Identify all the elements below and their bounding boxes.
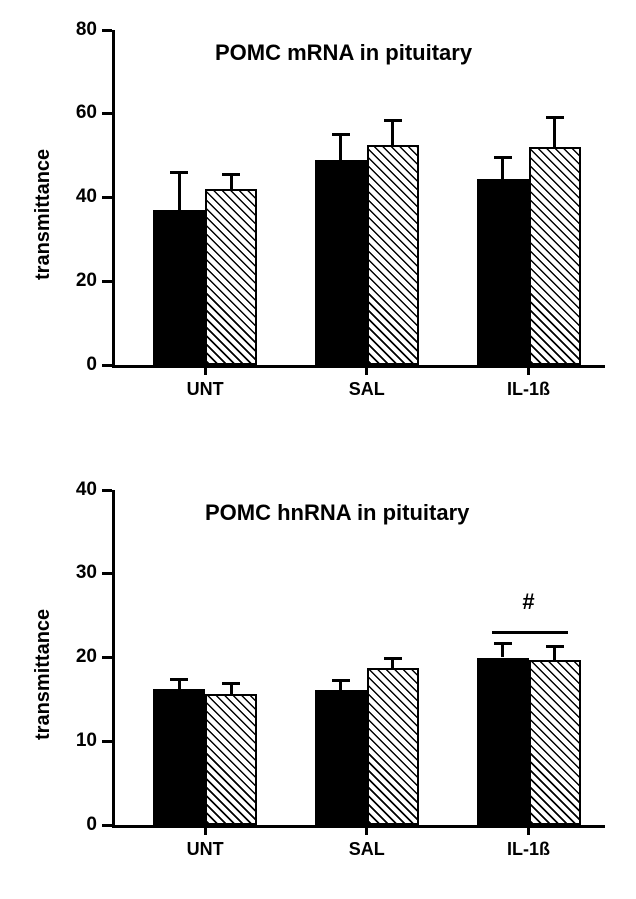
ytick-label: 10 bbox=[57, 730, 97, 752]
ytick-mark bbox=[102, 824, 112, 827]
xtick-label: SAL bbox=[317, 379, 417, 400]
xtick-mark bbox=[527, 825, 530, 835]
error-cap bbox=[170, 171, 188, 174]
ytick-mark bbox=[102, 572, 112, 575]
error-bar bbox=[501, 158, 504, 179]
error-cap bbox=[222, 173, 240, 176]
error-cap bbox=[494, 642, 512, 645]
sig-bracket-line bbox=[492, 631, 568, 634]
error-bar bbox=[501, 643, 504, 657]
ytick-mark bbox=[102, 29, 112, 32]
xtick-mark bbox=[527, 365, 530, 375]
bar-hatched bbox=[529, 147, 581, 365]
error-cap bbox=[384, 657, 402, 660]
xtick-mark bbox=[204, 365, 207, 375]
bar-hatched bbox=[205, 694, 257, 825]
bar-solid bbox=[477, 658, 529, 826]
ytick-mark bbox=[102, 280, 112, 283]
xtick-label: IL-1ß bbox=[479, 379, 579, 400]
error-bar bbox=[178, 172, 181, 210]
error-cap bbox=[332, 679, 350, 682]
error-bar bbox=[178, 679, 181, 689]
xtick-mark bbox=[204, 825, 207, 835]
xtick-label: UNT bbox=[155, 379, 255, 400]
xtick-label: UNT bbox=[155, 839, 255, 860]
error-bar bbox=[553, 647, 556, 660]
error-cap bbox=[494, 156, 512, 159]
ytick-mark bbox=[102, 489, 112, 492]
bar-solid bbox=[153, 689, 205, 825]
bar-solid bbox=[153, 210, 205, 365]
error-bar bbox=[230, 174, 233, 189]
error-bar bbox=[391, 120, 394, 145]
ytick-label: 20 bbox=[57, 646, 97, 668]
bar-hatched bbox=[367, 668, 419, 825]
ytick-mark bbox=[102, 112, 112, 115]
bar-hatched bbox=[529, 660, 581, 825]
error-cap bbox=[546, 645, 564, 648]
ylabel-mrna: transmittance bbox=[32, 149, 55, 280]
bar-solid bbox=[315, 160, 367, 365]
ylabel-hnrna: transmittance bbox=[32, 609, 55, 740]
ytick-mark bbox=[102, 364, 112, 367]
ytick-mark bbox=[102, 740, 112, 743]
error-bar bbox=[230, 683, 233, 694]
ytick-label: 40 bbox=[57, 186, 97, 208]
ytick-label: 30 bbox=[57, 562, 97, 584]
xtick-mark bbox=[365, 365, 368, 375]
bar-hatched bbox=[367, 145, 419, 365]
bar-solid bbox=[477, 179, 529, 365]
error-bar bbox=[339, 135, 342, 160]
ytick-mark bbox=[102, 656, 112, 659]
error-cap bbox=[222, 682, 240, 685]
bar-solid bbox=[315, 690, 367, 825]
error-cap bbox=[170, 678, 188, 681]
ytick-label: 20 bbox=[57, 270, 97, 292]
ytick-mark bbox=[102, 196, 112, 199]
error-cap bbox=[546, 116, 564, 119]
sig-hash: # bbox=[522, 589, 534, 615]
xtick-label: SAL bbox=[317, 839, 417, 860]
error-bar bbox=[553, 118, 556, 147]
ytick-label: 60 bbox=[57, 102, 97, 124]
ytick-label: 40 bbox=[57, 479, 97, 501]
ytick-label: 0 bbox=[57, 814, 97, 836]
error-cap bbox=[332, 133, 350, 136]
ytick-label: 0 bbox=[57, 354, 97, 376]
error-cap bbox=[384, 119, 402, 122]
bar-hatched bbox=[205, 189, 257, 365]
ytick-label: 80 bbox=[57, 19, 97, 41]
xtick-label: IL-1ß bbox=[479, 839, 579, 860]
xtick-mark bbox=[365, 825, 368, 835]
